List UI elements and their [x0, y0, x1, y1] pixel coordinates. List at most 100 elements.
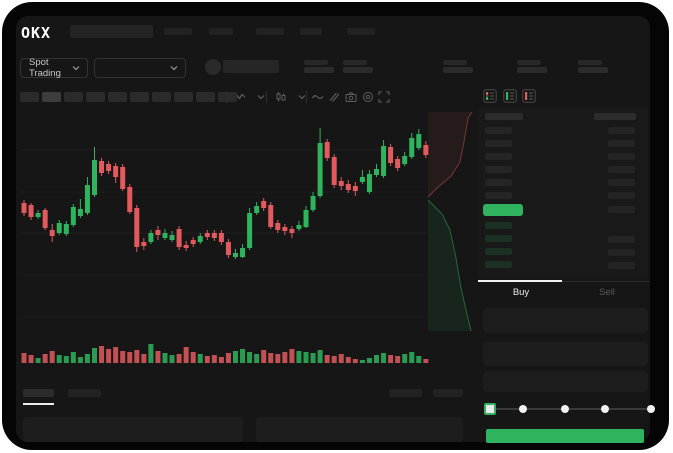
- volume-bar: [190, 352, 196, 363]
- volume-bar: [374, 355, 379, 363]
- volume-bar: [84, 354, 90, 363]
- candle-body: [77, 209, 83, 216]
- timeframe-slot[interactable]: [174, 92, 193, 102]
- volume-bar: [49, 351, 55, 363]
- order-amount-field[interactable]: [483, 342, 648, 366]
- order-price-field[interactable]: [483, 308, 648, 333]
- book-bids-icon[interactable]: [503, 89, 517, 103]
- ask-size-skeleton: [608, 140, 635, 147]
- timeframe-slot[interactable]: [64, 92, 83, 102]
- volume-bar: [261, 350, 267, 363]
- nav-item-skeleton[interactable]: [164, 28, 192, 35]
- bottom-action-skeleton[interactable]: [389, 389, 422, 397]
- depth-asks-curve: [427, 111, 473, 198]
- candle-body: [204, 233, 210, 237]
- candle-body: [261, 201, 267, 208]
- camera-icon[interactable]: [345, 91, 357, 103]
- timeframe-slot[interactable]: [218, 92, 237, 102]
- order-total-field[interactable]: [483, 371, 648, 392]
- candle-body: [366, 174, 372, 192]
- tab-sell[interactable]: Sell: [599, 287, 615, 298]
- volume-bar: [268, 353, 274, 363]
- candle-body: [352, 186, 358, 191]
- volume-bar: [247, 352, 253, 363]
- active-tab-indicator: [478, 280, 562, 282]
- candle-body: [176, 229, 182, 247]
- timeframe-slot[interactable]: [20, 92, 39, 102]
- candle-body: [183, 245, 189, 248]
- ask-size-skeleton: [608, 153, 635, 160]
- bottom-action-skeleton[interactable]: [433, 389, 463, 397]
- volume-bar: [21, 353, 27, 363]
- book-asks-icon[interactable]: [522, 89, 536, 103]
- orderbook-header-amount-skeleton: [594, 113, 636, 120]
- volume-bar: [296, 351, 302, 363]
- line-tool-icon[interactable]: [312, 91, 324, 103]
- volume-bar: [402, 354, 408, 363]
- volume-bar: [225, 353, 231, 363]
- candle-body: [21, 203, 27, 213]
- nav-item-skeleton[interactable]: [209, 28, 233, 35]
- candle-body: [282, 227, 288, 231]
- volume-bar: [204, 356, 210, 363]
- slider-stop[interactable]: [647, 405, 655, 413]
- candle-style-icon[interactable]: [275, 91, 287, 103]
- tab-buy[interactable]: Buy: [512, 287, 530, 298]
- slider-handle-active[interactable]: [484, 403, 496, 415]
- header-search-skeleton[interactable]: [70, 25, 153, 38]
- timeframe-slot[interactable]: [152, 92, 171, 102]
- timeframe-slot[interactable]: [196, 92, 215, 102]
- stat-label-skeleton: [304, 60, 328, 65]
- slider-stop[interactable]: [601, 405, 609, 413]
- bottom-tab-order-history[interactable]: [68, 389, 101, 397]
- chevron-down-icon: [170, 66, 178, 71]
- volume-bar: [183, 347, 189, 363]
- last-price-button[interactable]: [483, 204, 523, 216]
- volume-bar: [289, 349, 295, 363]
- okx-logo[interactable]: OKX: [21, 24, 52, 42]
- candle-body: [49, 230, 55, 236]
- price-chart[interactable]: [20, 108, 482, 368]
- volume-bar: [218, 357, 224, 363]
- volume-bar: [134, 350, 140, 363]
- nav-item-skeleton[interactable]: [256, 28, 284, 35]
- pair-selector[interactable]: [94, 58, 186, 78]
- candle-body: [127, 187, 133, 212]
- nav-item-skeleton[interactable]: [347, 28, 375, 35]
- buy-submit-button[interactable]: [486, 429, 644, 443]
- timeframe-slot[interactable]: [42, 92, 61, 102]
- volume-bar: [197, 354, 203, 363]
- stat-value-skeleton: [443, 67, 473, 73]
- pair-coin-icon[interactable]: [205, 59, 221, 75]
- candle-body: [395, 159, 401, 168]
- settings-icon[interactable]: [362, 91, 374, 103]
- bottom-tab-open-orders[interactable]: [23, 389, 54, 397]
- volume-bar: [141, 354, 147, 363]
- timeframe-slot[interactable]: [130, 92, 149, 102]
- market-type-selector[interactable]: Spot Trading: [20, 57, 88, 79]
- candle-body: [289, 229, 295, 233]
- candle-body: [141, 242, 147, 246]
- chevron-down-icon[interactable]: [296, 91, 308, 103]
- slider-stop[interactable]: [519, 405, 527, 413]
- fullscreen-icon[interactable]: [378, 91, 390, 103]
- volume-bar: [345, 357, 351, 363]
- stat-value-skeleton: [304, 67, 334, 73]
- draw-tool-icon[interactable]: [328, 91, 340, 103]
- timeframe-slot[interactable]: [86, 92, 105, 102]
- market-type-label: Spot Trading: [29, 57, 61, 79]
- ask-price-skeleton: [485, 166, 512, 173]
- slider-stop[interactable]: [561, 405, 569, 413]
- candle-body: [423, 145, 429, 155]
- timeframe-slot[interactable]: [108, 92, 127, 102]
- book-all-icon[interactable]: [483, 89, 497, 103]
- stat-value-skeleton: [517, 67, 547, 73]
- depth-asks-area: [428, 112, 472, 197]
- candle-body: [63, 224, 69, 234]
- volume-bar: [42, 354, 48, 363]
- candle-body: [240, 248, 246, 257]
- chevron-down-icon[interactable]: [255, 91, 267, 103]
- nav-item-skeleton[interactable]: [300, 28, 322, 35]
- volume-bar: [70, 352, 76, 363]
- amount-slider-track[interactable]: [490, 408, 651, 410]
